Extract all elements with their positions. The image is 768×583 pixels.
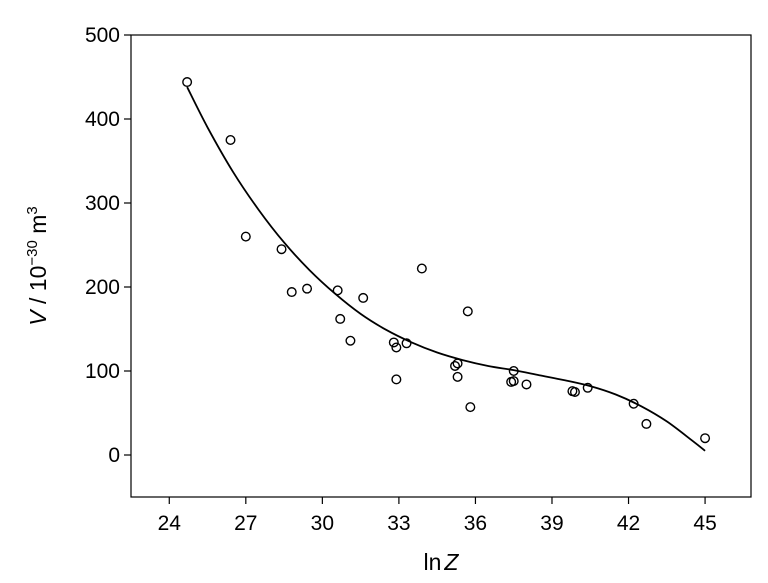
y-tick-label: 200 bbox=[85, 276, 120, 299]
data-point bbox=[462, 306, 473, 317]
data-point bbox=[582, 382, 593, 393]
data-point bbox=[302, 283, 313, 294]
data-point bbox=[182, 77, 193, 88]
y-axis-label: V / 10−30 m3 bbox=[24, 206, 51, 325]
data-point bbox=[450, 360, 461, 371]
data-points bbox=[182, 77, 711, 444]
x-tick-label: 39 bbox=[540, 512, 563, 535]
data-point bbox=[452, 371, 463, 382]
data-point bbox=[452, 358, 463, 369]
y-tick-label: 300 bbox=[85, 192, 120, 215]
data-point bbox=[391, 342, 402, 353]
data-point bbox=[569, 387, 580, 398]
data-point bbox=[358, 292, 369, 303]
x-tick-label: 45 bbox=[693, 512, 716, 535]
data-point bbox=[465, 402, 476, 413]
x-tick-label: 30 bbox=[311, 512, 334, 535]
data-point bbox=[521, 379, 532, 390]
x-tick-label: 33 bbox=[387, 512, 410, 535]
data-point bbox=[628, 398, 639, 409]
data-point bbox=[335, 313, 346, 324]
plot-frame bbox=[130, 34, 752, 498]
x-tick-label: 42 bbox=[617, 512, 640, 535]
data-point bbox=[641, 418, 652, 429]
data-point bbox=[240, 231, 251, 242]
data-point bbox=[508, 366, 519, 377]
x-tick-label: 24 bbox=[158, 512, 182, 535]
data-point bbox=[508, 376, 519, 387]
y-tick-label: 100 bbox=[85, 360, 120, 383]
data-point bbox=[332, 285, 343, 296]
data-point bbox=[276, 244, 287, 255]
data-point bbox=[391, 374, 402, 385]
data-point bbox=[225, 134, 236, 145]
data-point bbox=[286, 287, 297, 298]
data-point bbox=[700, 433, 711, 444]
y-tick-label: 500 bbox=[85, 24, 120, 47]
data-point bbox=[401, 338, 412, 349]
data-point bbox=[345, 335, 356, 346]
y-tick-label: 0 bbox=[108, 444, 120, 467]
x-axis-ticks: 24 27 30 33 36 39 42 45 bbox=[158, 497, 717, 535]
x-axis-label: ln Z bbox=[424, 549, 460, 575]
data-point bbox=[416, 263, 427, 274]
y-tick-label: 400 bbox=[85, 108, 120, 131]
data-point bbox=[388, 337, 399, 348]
x-tick-label: 27 bbox=[234, 512, 257, 535]
x-tick-label: 36 bbox=[464, 512, 487, 535]
y-axis-ticks: 0 100 200 300 400 500 bbox=[85, 24, 131, 467]
fit-curve bbox=[186, 86, 706, 452]
